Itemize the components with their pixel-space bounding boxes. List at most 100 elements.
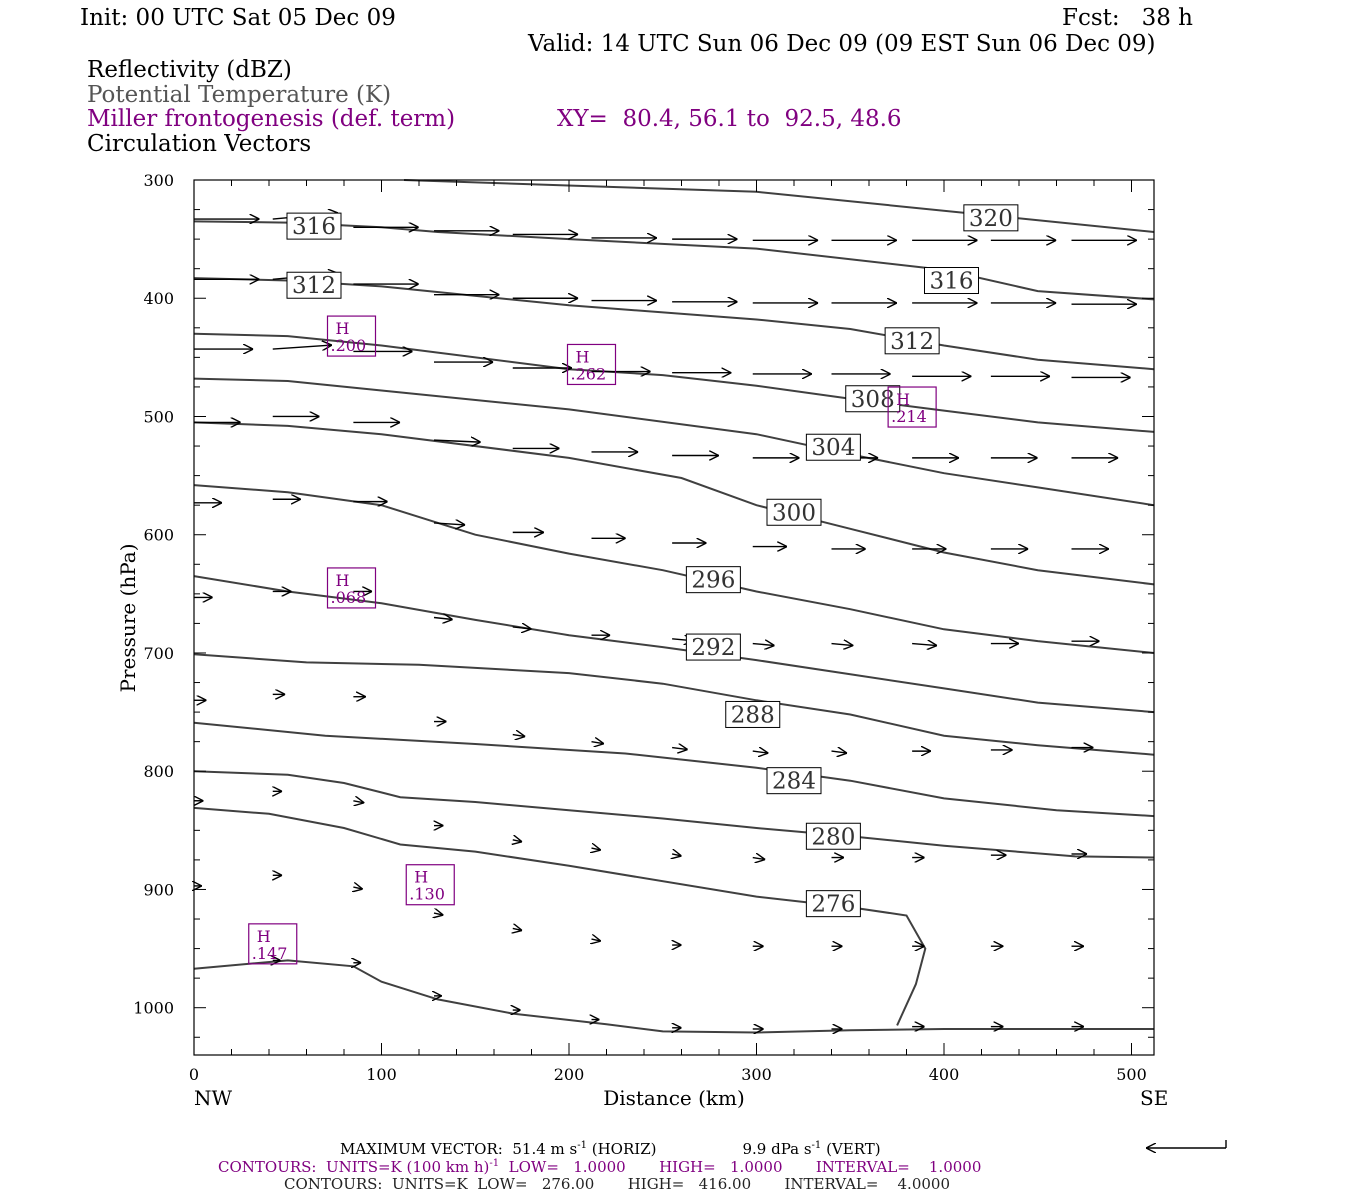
theta-label-280: 280 — [811, 824, 855, 850]
theta-label-296: 296 — [691, 568, 735, 594]
frontogenesis-max-value: .147 — [252, 944, 288, 963]
y-tick-label-500: 500 — [143, 407, 174, 426]
circulation-vector — [433, 440, 481, 442]
circulation-vector — [272, 345, 332, 349]
frontogenesis-max-box — [566, 343, 617, 386]
theta-label-312: 312 — [292, 273, 336, 299]
theta-label-box-308 — [845, 385, 901, 413]
theta-contour-296 — [193, 484, 1155, 654]
circulation-vector — [512, 627, 532, 629]
max-vector-vert-tag: (VERT) — [821, 1140, 881, 1158]
circulation-vector — [513, 840, 522, 842]
theta-label-300: 300 — [772, 500, 816, 526]
frontogenesis-max-box — [405, 864, 455, 906]
theta-label-box-276 — [805, 890, 861, 918]
theta-contour-304 — [193, 377, 1155, 507]
theta-label-box-312 — [286, 271, 342, 299]
fronto-contour-units: CONTOURS: UNITS=K (100 km h) — [218, 1158, 490, 1176]
theta-label-box-292 — [685, 633, 741, 661]
x-axis-label: Distance (km) — [603, 1086, 745, 1110]
y-tick-label-300: 300 — [143, 171, 174, 190]
circulation-vector — [512, 735, 525, 737]
plot-frame — [193, 179, 1155, 1056]
frontogenesis-max-label: H — [414, 868, 428, 887]
x-tick-label-300: 300 — [741, 1065, 772, 1084]
valid-time: Valid: 14 UTC Sun 06 Dec 09 (09 EST Sun … — [528, 31, 1156, 57]
theta-contour-292 — [193, 575, 1155, 714]
theta-label-288: 288 — [731, 702, 775, 728]
maximum-vector-info: MAXIMUM VECTOR: 51.4 m s-1 (HORIZ) 9.9 dP… — [340, 1141, 881, 1157]
circulation-vector — [831, 751, 848, 753]
x-tick-label-200: 200 — [554, 1065, 585, 1084]
theta-contour-280 — [193, 770, 1155, 859]
frontogenesis-max-value: .200 — [331, 336, 367, 355]
frontogenesis-max-box — [326, 315, 377, 357]
x-tick-label-400: 400 — [929, 1065, 960, 1084]
circulation-vector — [353, 801, 364, 803]
circulation-vector — [513, 928, 522, 930]
fronto-contour-units-exponent: -1 — [489, 1158, 500, 1169]
frontogenesis-max-label: H — [336, 319, 350, 338]
y-tick-label-400: 400 — [143, 289, 174, 308]
frontogenesis-max-box — [248, 923, 298, 965]
circulation-vector — [591, 742, 604, 744]
max-vector-horiz: MAXIMUM VECTOR: 51.4 m s — [340, 1140, 578, 1158]
y-tick-label-600: 600 — [143, 526, 174, 545]
field-frontogenesis: Miller frontogenesis (def. term) — [87, 106, 456, 132]
theta-contour-unlabeled — [193, 959, 1154, 1034]
theta-label-292: 292 — [691, 635, 735, 661]
field-circulation-vectors: Circulation Vectors — [87, 131, 312, 157]
frontogenesis-max-label: H — [336, 571, 350, 590]
frontogenesis-max-label: H — [257, 927, 271, 946]
theta-label-276: 276 — [811, 892, 855, 918]
theta-label-316: 316 — [930, 269, 974, 295]
field-reflectivity: Reflectivity (dBZ) — [87, 57, 292, 83]
theta-contour-320 — [403, 179, 1155, 233]
x-end-label-se: SE — [1140, 1086, 1168, 1110]
theta-label-320: 320 — [969, 206, 1013, 232]
circulation-vector — [672, 748, 688, 750]
theta-label-316: 316 — [292, 214, 336, 240]
theta-label-box-304 — [805, 433, 861, 461]
field-potential-temperature: Potential Temperature (K) — [87, 82, 392, 108]
x-tick-label-500: 500 — [1116, 1065, 1147, 1084]
forecast-hour: Fcst: 38 h — [1062, 5, 1193, 31]
circulation-vector — [752, 751, 769, 753]
frontogenesis-max-box — [887, 386, 937, 428]
frontogenesis-max-label: H — [576, 347, 590, 366]
frontogenesis-max-value: .068 — [331, 588, 367, 607]
theta-label-box-296 — [685, 566, 741, 594]
x-tick-label-0: 0 — [189, 1065, 199, 1084]
theta-label-box-320 — [963, 204, 1019, 232]
frontogenesis-max-value: .262 — [571, 364, 607, 383]
circulation-vector — [831, 644, 854, 646]
frontogenesis-contour-info: CONTOURS: UNITS=K (100 km h)-1 LOW= 1.00… — [218, 1159, 981, 1175]
theta-contour-308 — [193, 332, 1155, 433]
max-vector-horiz-exponent: -1 — [577, 1140, 587, 1151]
fronto-contour-range: LOW= 1.0000 HIGH= 1.0000 INTERVAL= 1.000… — [499, 1158, 982, 1176]
theta-label-box-316 — [286, 212, 342, 240]
theta-label-308: 308 — [851, 387, 895, 413]
theta-label-284: 284 — [772, 769, 816, 795]
circulation-vector — [752, 858, 765, 860]
theta-label-box-300 — [766, 498, 822, 526]
theta-label-box-280 — [805, 822, 861, 850]
circulation-vector — [592, 848, 601, 850]
y-tick-label-1000: 1000 — [133, 999, 174, 1018]
frontogenesis-max-box — [326, 567, 377, 609]
y-axis-label: Pressure (hPa) — [116, 544, 140, 693]
y-tick-label-800: 800 — [143, 762, 174, 781]
circulation-vector — [912, 644, 937, 646]
init-time: Init: 00 UTC Sat 05 Dec 09 — [80, 5, 396, 31]
max-vector-horiz-tag: (HORIZ) — [586, 1140, 657, 1158]
theta-label-box-316 — [924, 267, 979, 295]
theta-label-box-284 — [766, 767, 822, 795]
circulation-vector — [752, 644, 775, 646]
circulation-vector — [672, 854, 681, 856]
cross-section-endpoints: XY= 80.4, 56.1 to 92.5, 48.6 — [557, 106, 902, 132]
circulation-vector — [434, 913, 443, 915]
circulation-vector — [433, 523, 465, 525]
x-tick-label-100: 100 — [366, 1065, 397, 1084]
frontogenesis-max-value: .214 — [891, 407, 927, 426]
